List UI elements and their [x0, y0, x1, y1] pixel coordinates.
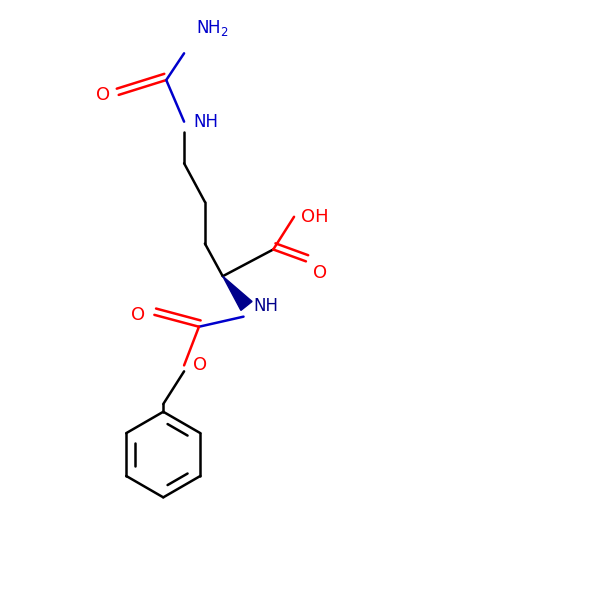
Text: O: O — [313, 265, 327, 283]
Text: NH$_2$: NH$_2$ — [196, 19, 229, 38]
Text: O: O — [131, 306, 145, 324]
Text: O: O — [95, 86, 110, 104]
Text: O: O — [193, 356, 207, 374]
Polygon shape — [223, 276, 252, 310]
Text: OH: OH — [301, 208, 329, 226]
Text: NH: NH — [254, 297, 278, 315]
Text: NH: NH — [194, 113, 218, 131]
